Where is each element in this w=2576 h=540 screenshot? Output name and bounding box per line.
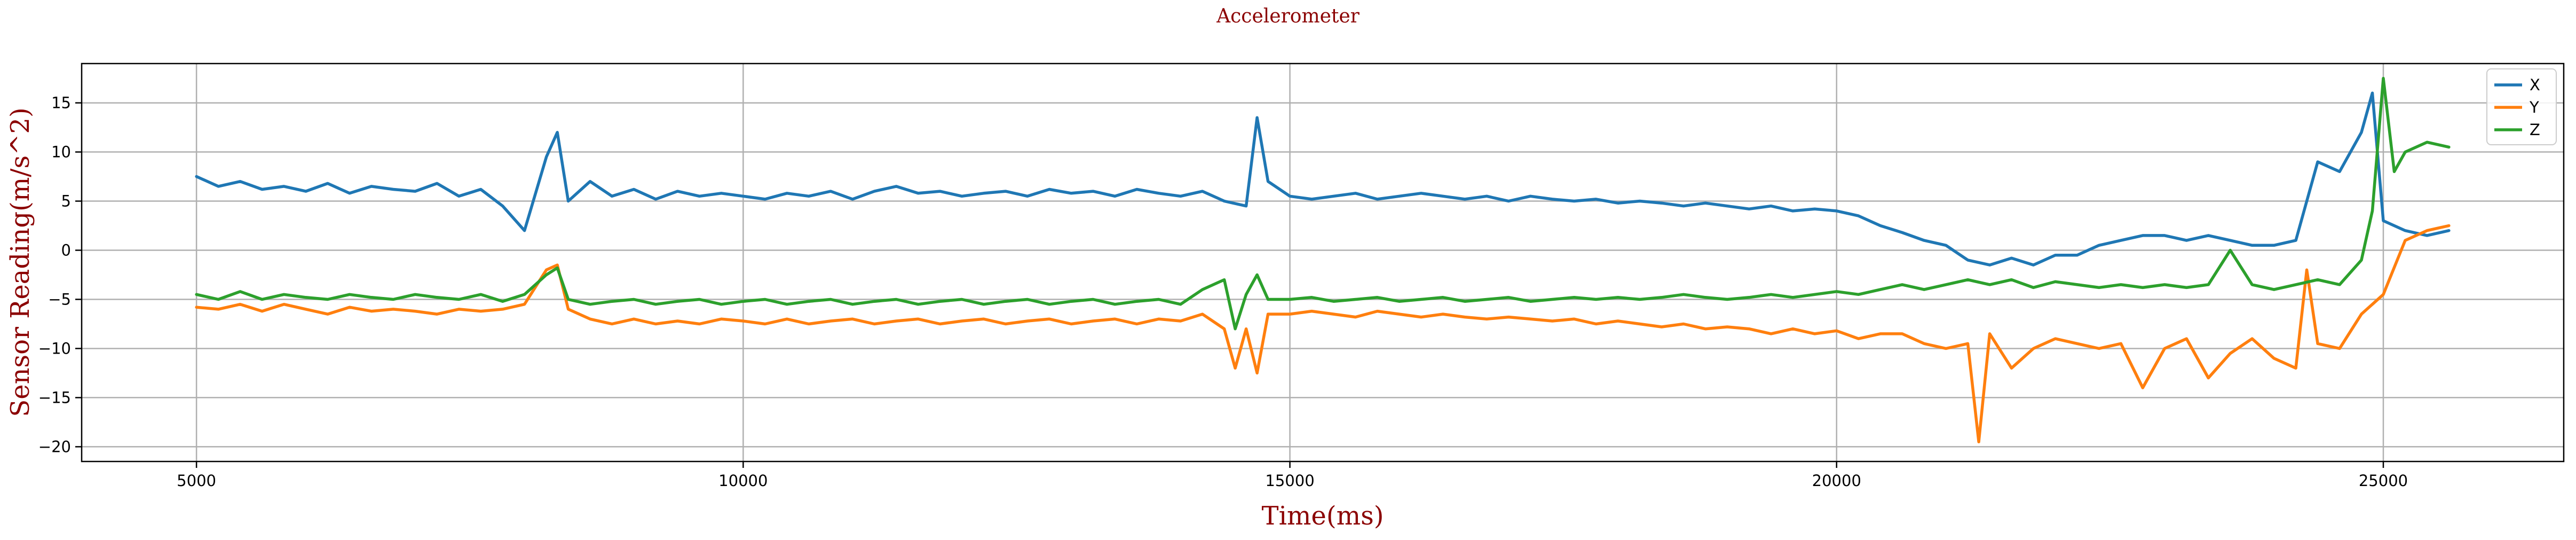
series-line-z bbox=[195, 76, 2451, 331]
y-tick-label: 0 bbox=[61, 241, 71, 260]
y-tick-label: 5 bbox=[61, 192, 71, 210]
x-tick-label: 25000 bbox=[2359, 472, 2408, 490]
y-tick-label: −10 bbox=[38, 339, 71, 357]
x-tick-label: 15000 bbox=[1265, 472, 1314, 490]
y-tick-label: 10 bbox=[51, 143, 71, 161]
series-line-y bbox=[195, 224, 2451, 443]
y-axis-label: Sensor Reading(m/s^2) bbox=[5, 107, 35, 417]
chart-title: Accelerometer bbox=[1216, 5, 1360, 27]
legend-entry: Y bbox=[2529, 98, 2539, 116]
x-axis-label: Time(ms) bbox=[1262, 501, 1384, 531]
plot-frame bbox=[81, 62, 2565, 463]
y-tick-label: −20 bbox=[38, 437, 71, 456]
series-line-x bbox=[195, 91, 2451, 267]
x-tick-label: 5000 bbox=[177, 472, 216, 490]
y-tick-label: −15 bbox=[38, 388, 71, 406]
legend-entry: Z bbox=[2530, 121, 2540, 139]
legend-entry: X bbox=[2530, 76, 2540, 94]
legend: XYZ bbox=[2486, 68, 2557, 145]
y-tick-label: −5 bbox=[48, 290, 71, 308]
y-tick-label: 15 bbox=[51, 94, 71, 112]
x-tick-label: 20000 bbox=[1812, 472, 1861, 490]
x-tick-label: 10000 bbox=[718, 472, 768, 490]
